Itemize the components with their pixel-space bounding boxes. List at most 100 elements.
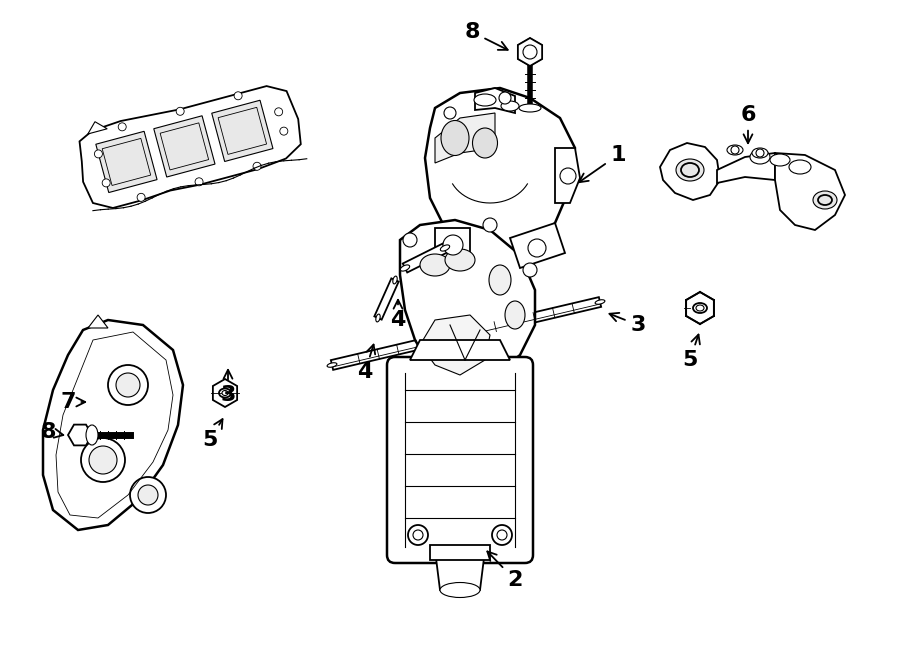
Circle shape — [492, 525, 512, 545]
Polygon shape — [555, 148, 580, 203]
Polygon shape — [403, 243, 447, 272]
Polygon shape — [400, 220, 535, 385]
Polygon shape — [88, 122, 107, 134]
FancyBboxPatch shape — [387, 357, 533, 563]
Ellipse shape — [752, 148, 768, 158]
Polygon shape — [435, 550, 485, 590]
Text: 5: 5 — [682, 334, 700, 370]
Circle shape — [138, 485, 158, 505]
Ellipse shape — [595, 299, 605, 304]
Circle shape — [116, 373, 140, 397]
Circle shape — [523, 45, 537, 59]
Circle shape — [499, 92, 511, 104]
Circle shape — [280, 127, 288, 135]
Text: 4: 4 — [357, 344, 375, 382]
Ellipse shape — [440, 582, 480, 598]
Polygon shape — [374, 278, 399, 320]
Text: 8: 8 — [40, 422, 63, 442]
Polygon shape — [218, 107, 266, 155]
Circle shape — [483, 218, 497, 232]
Ellipse shape — [222, 391, 228, 395]
Ellipse shape — [445, 249, 475, 271]
Text: 3: 3 — [609, 313, 645, 335]
Ellipse shape — [219, 389, 231, 397]
Polygon shape — [660, 143, 720, 200]
Polygon shape — [530, 52, 542, 66]
Ellipse shape — [696, 305, 704, 311]
Text: 1: 1 — [579, 145, 626, 182]
Ellipse shape — [770, 154, 790, 166]
Circle shape — [234, 92, 242, 100]
Ellipse shape — [86, 425, 98, 445]
Text: 5: 5 — [202, 419, 222, 450]
Polygon shape — [518, 38, 530, 52]
Polygon shape — [212, 100, 273, 161]
Ellipse shape — [519, 104, 541, 112]
Polygon shape — [510, 223, 565, 268]
Ellipse shape — [489, 265, 511, 295]
Circle shape — [408, 525, 428, 545]
Circle shape — [444, 107, 456, 119]
Text: 7: 7 — [60, 392, 86, 412]
Ellipse shape — [441, 120, 469, 155]
Polygon shape — [88, 315, 108, 328]
Circle shape — [528, 239, 546, 257]
Polygon shape — [686, 292, 714, 324]
Circle shape — [274, 108, 283, 116]
Ellipse shape — [376, 314, 380, 322]
Ellipse shape — [727, 145, 743, 155]
Polygon shape — [43, 320, 183, 530]
Ellipse shape — [818, 195, 832, 205]
Text: 6: 6 — [740, 105, 756, 143]
Polygon shape — [435, 228, 470, 263]
Circle shape — [176, 107, 184, 115]
Polygon shape — [430, 545, 490, 560]
Polygon shape — [95, 132, 158, 192]
Polygon shape — [160, 123, 209, 170]
Circle shape — [118, 123, 126, 131]
Circle shape — [443, 235, 463, 255]
Circle shape — [413, 530, 423, 540]
Text: 8: 8 — [464, 22, 508, 50]
Circle shape — [523, 263, 537, 277]
Circle shape — [89, 446, 117, 474]
Polygon shape — [475, 88, 515, 113]
Circle shape — [81, 438, 125, 482]
Polygon shape — [717, 153, 775, 183]
Text: 4: 4 — [391, 300, 406, 330]
Ellipse shape — [750, 150, 770, 164]
Polygon shape — [79, 86, 301, 208]
Ellipse shape — [440, 245, 450, 251]
Polygon shape — [518, 45, 530, 59]
Ellipse shape — [676, 159, 704, 181]
Ellipse shape — [472, 128, 498, 158]
Ellipse shape — [813, 191, 837, 209]
Polygon shape — [68, 424, 92, 446]
Text: 2: 2 — [487, 551, 523, 590]
Polygon shape — [420, 315, 490, 375]
Ellipse shape — [505, 301, 525, 329]
Circle shape — [94, 150, 103, 158]
Circle shape — [108, 365, 148, 405]
Ellipse shape — [693, 303, 707, 313]
Ellipse shape — [501, 101, 519, 111]
Polygon shape — [425, 88, 575, 263]
Circle shape — [253, 163, 261, 171]
Polygon shape — [154, 116, 215, 177]
Ellipse shape — [400, 265, 410, 271]
Ellipse shape — [474, 94, 496, 106]
Polygon shape — [103, 138, 150, 186]
Polygon shape — [775, 153, 845, 230]
Circle shape — [130, 477, 166, 513]
Polygon shape — [213, 379, 237, 407]
Ellipse shape — [327, 363, 337, 368]
Polygon shape — [435, 113, 495, 163]
Circle shape — [103, 179, 110, 187]
Circle shape — [560, 168, 576, 184]
Circle shape — [731, 146, 739, 154]
Circle shape — [497, 530, 507, 540]
Circle shape — [403, 233, 417, 247]
Ellipse shape — [420, 254, 450, 276]
Polygon shape — [530, 38, 542, 52]
Polygon shape — [410, 340, 510, 360]
